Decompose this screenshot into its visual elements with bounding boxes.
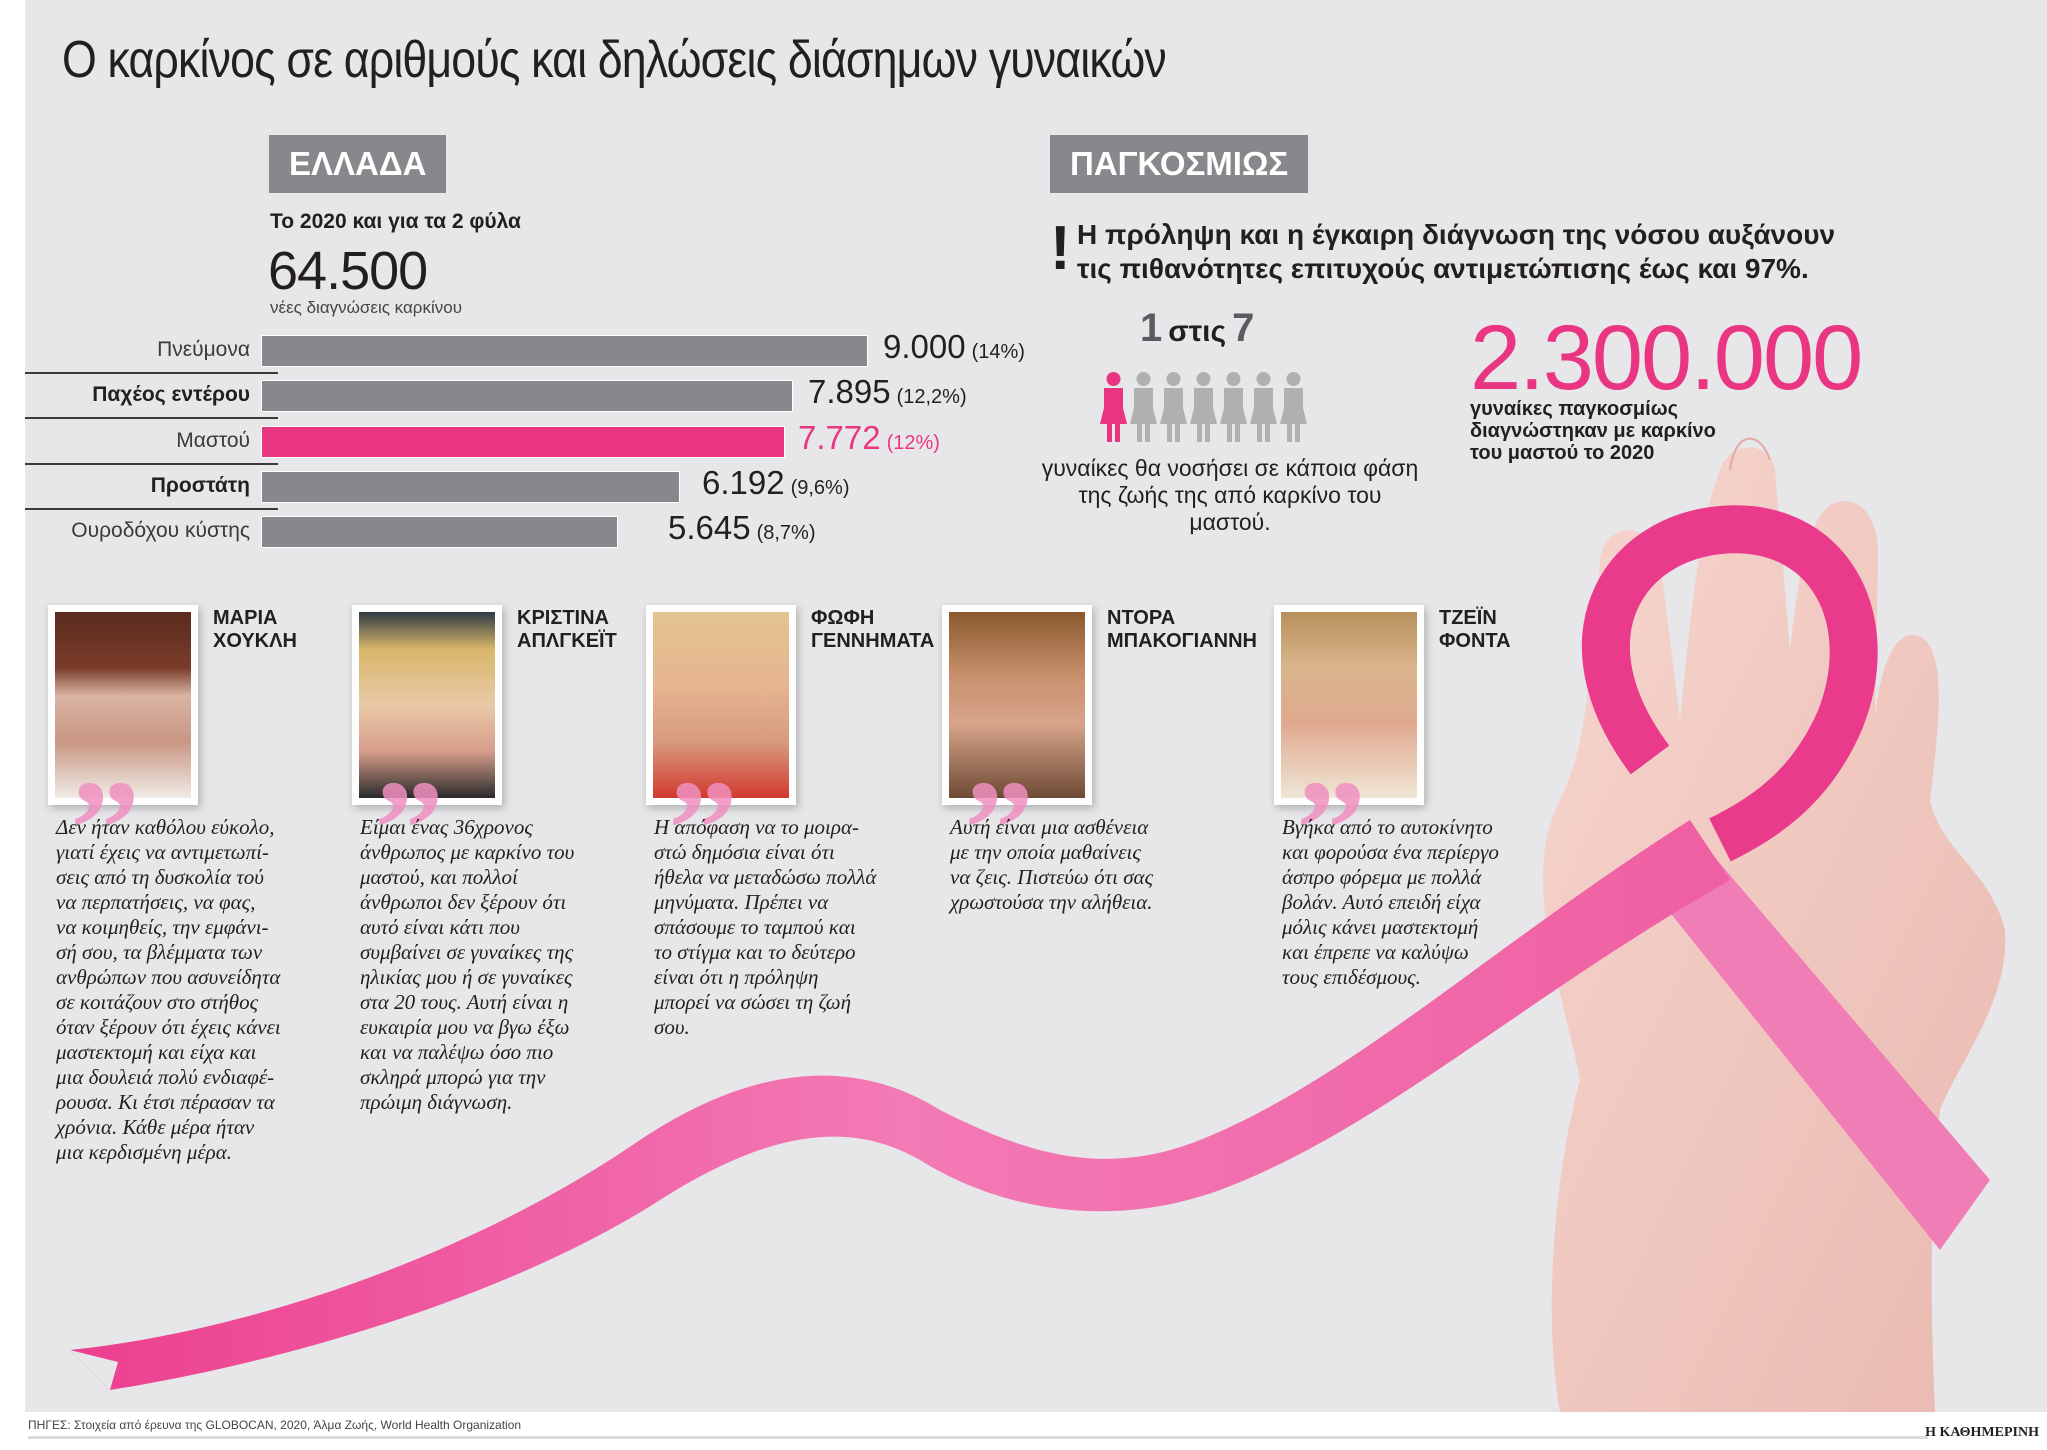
bar-label: Παχέος εντέρου xyxy=(92,383,250,406)
ratio-connector: στις xyxy=(1168,315,1227,348)
quote-mark-icon: ” xyxy=(668,752,738,907)
portrait-photo xyxy=(942,605,1092,805)
greece-section-tag: ΕΛΛΑΔΑ xyxy=(269,135,447,193)
person-name: ΜΑΡΙΑ ΧΟΥΚΛΗ xyxy=(213,607,297,652)
bar-value: 6.192 (9,6%) xyxy=(702,464,850,502)
portrait-photo xyxy=(646,605,796,805)
footer-divider xyxy=(28,1436,1928,1439)
value-number: 7.772 xyxy=(798,419,881,456)
value-number: 9.000 xyxy=(883,328,966,365)
bar-row-prostate: Προστάτη 6.192 (9,6%) xyxy=(30,464,1030,512)
ratio-numerator: 1 xyxy=(1140,306,1163,350)
bar-label: Προστάτη xyxy=(150,474,250,497)
prevention-statement: Η πρόληψη και η έγκαιρη διάγνωση της νόσ… xyxy=(1077,218,1835,286)
sources-note: ΠΗΓΕΣ: Στοιχεία από έρευνα της GLOBOCAN,… xyxy=(28,1418,522,1432)
woman-figure-icon xyxy=(1280,372,1307,442)
women-figures-pictogram xyxy=(1100,372,1307,442)
world-diagnosed-number: 2.300.000 xyxy=(1470,307,1863,409)
woman-figure-icon-highlighted xyxy=(1100,372,1127,442)
prevention-line-2: τις πιθανότητες επιτυχούς αντιμετώπισης … xyxy=(1077,253,1809,284)
portrait-photo xyxy=(48,605,198,805)
person-name: ΚΡΙΣΤΙΝΑ ΑΠΛΓΚΕΪΤ xyxy=(517,607,617,652)
bar-bladder xyxy=(262,517,617,547)
ratio-headline: 1 στις 7 xyxy=(1140,306,1254,351)
person-name: ΦΩΦΗ ΓΕΝΝΗΜΑΤΑ xyxy=(811,607,935,652)
person-quote: Αυτή είναι μια ασθένεια με την οποία μαθ… xyxy=(950,815,1154,914)
value-number: 7.895 xyxy=(808,373,891,410)
value-percent: (9,6%) xyxy=(790,477,850,499)
quote-mark-icon: ” xyxy=(964,752,1034,907)
woman-figure-icon xyxy=(1190,372,1217,442)
row-divider xyxy=(25,508,278,510)
bar-value: 7.895 (12,2%) xyxy=(808,373,967,411)
bar-prostate xyxy=(262,472,679,502)
world-diagnosed-caption: γυναίκες παγκοσμίως διαγνώστηκαν με καρκ… xyxy=(1470,398,1716,464)
bar-colorectal xyxy=(262,381,792,411)
ratio-caption: γυναίκες θα νοσήσει σε κάποια φάση της ζ… xyxy=(1041,455,1419,535)
value-percent: (8,7%) xyxy=(756,522,816,544)
person-quote: Δεν ήταν καθόλου εύκολο, γιατί έχεις να … xyxy=(56,815,281,1164)
woman-figure-icon xyxy=(1130,372,1157,442)
prevention-line-1: Η πρόληψη και η έγκαιρη διάγνωση της νόσ… xyxy=(1077,219,1836,250)
bar-breast xyxy=(262,427,784,457)
greece-total: 64.500 xyxy=(268,241,428,301)
bar-value: 9.000 (14%) xyxy=(883,328,1025,366)
portrait-photo xyxy=(1274,605,1424,805)
value-percent: (12,2%) xyxy=(896,386,967,408)
bar-label: Ουροδόχου κύστης xyxy=(71,519,250,542)
value-number: 5.645 xyxy=(668,509,751,546)
person-name: ΤΖΕΪΝ ΦΟΝΤΑ xyxy=(1439,607,1511,652)
person-quote: Βγήκα από το αυτοκίνητο και φορούσα ένα … xyxy=(1282,815,1499,989)
page-title: Ο καρκίνος σε αριθμούς και δηλώσεις διάσ… xyxy=(62,31,1167,89)
greece-subtitle: Το 2020 και για τα 2 φύλα xyxy=(270,210,521,233)
bar-lung xyxy=(262,336,867,366)
bar-label: Μαστού xyxy=(176,429,250,452)
value-percent: (12%) xyxy=(886,432,940,454)
woman-figure-icon xyxy=(1250,372,1277,442)
quote-mark-icon: ” xyxy=(1296,752,1366,907)
person-quote: Η απόφαση να το μοιρα- στώ δημόσια είναι… xyxy=(654,815,877,1039)
value-number: 6.192 xyxy=(702,464,785,501)
woman-figure-icon xyxy=(1220,372,1247,442)
world-section-tag: ΠΑΓΚΟΣΜΙΩΣ xyxy=(1050,135,1309,193)
row-divider xyxy=(25,463,278,465)
bar-value: 7.772 (12%) xyxy=(798,419,940,457)
woman-figure-icon xyxy=(1160,372,1187,442)
quote-mark-icon: ” xyxy=(70,752,140,907)
row-divider xyxy=(25,372,278,374)
bar-label: Πνεύμονα xyxy=(157,338,250,361)
person-quote: Είμαι ένας 36χρονος άνθρωπος με καρκίνο … xyxy=(360,815,575,1114)
quote-mark-icon: ” xyxy=(374,752,444,907)
value-percent: (14%) xyxy=(971,341,1025,363)
person-name: ΝΤΟΡΑ ΜΠΑΚΟΓΙΑΝΝΗ xyxy=(1107,607,1257,652)
portrait-photo xyxy=(352,605,502,805)
bar-row-lung: Πνεύμονα 9.000 (14%) xyxy=(30,328,1030,376)
row-divider xyxy=(25,417,278,419)
publisher-logo: Η ΚΑΘΗΜΕΡΙΝΗ xyxy=(1925,1425,2039,1440)
exclamation-icon: ! xyxy=(1050,214,1071,283)
bar-value: 5.645 (8,7%) xyxy=(668,509,816,547)
bar-row-bladder: Ουροδόχου κύστης 5.645 (8,7%) xyxy=(30,509,1030,557)
greece-total-caption: νέες διαγνώσεις καρκίνου xyxy=(270,298,462,317)
bar-row-colorectal: Παχέος εντέρου 7.895 (12,2%) xyxy=(30,373,1030,421)
ratio-denominator: 7 xyxy=(1232,306,1255,350)
bar-row-breast: Μαστού 7.772 (12%) xyxy=(30,419,1030,467)
